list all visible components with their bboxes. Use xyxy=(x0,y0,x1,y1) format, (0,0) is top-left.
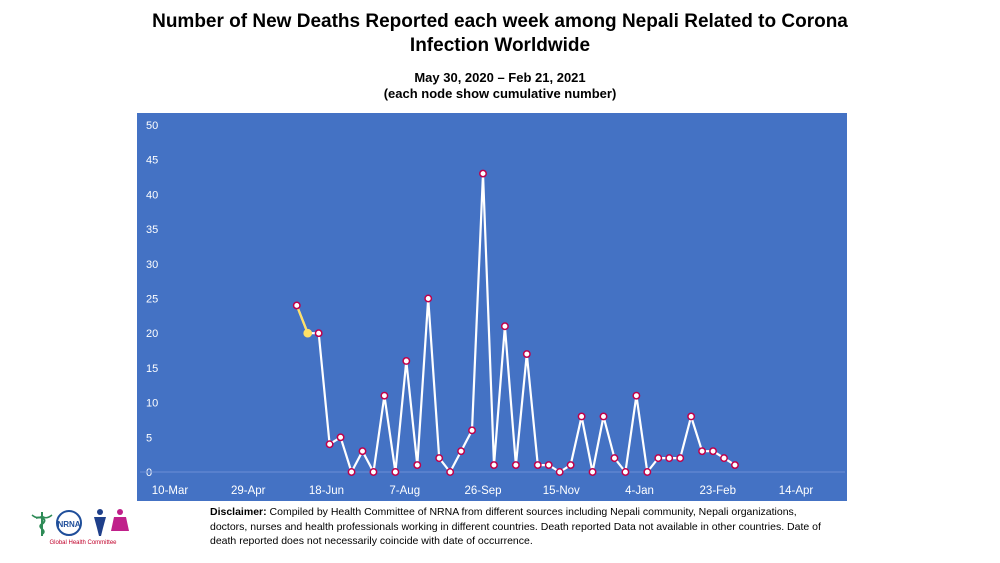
data-point xyxy=(610,454,619,463)
x-tick-label: 26-Sep xyxy=(464,485,501,497)
nrna-logo: NRNA Global Health Committee xyxy=(28,506,138,546)
y-axis: 0 5 10 15 20 25 30 35 40 45 50 xyxy=(146,120,158,479)
data-point xyxy=(314,329,323,338)
y-tick-label: 45 xyxy=(146,155,158,167)
y-tick-label: 35 xyxy=(146,224,158,236)
chart-title-line-1: Number of New Deaths Reported each week … xyxy=(152,11,848,32)
x-tick-label: 29-Apr xyxy=(231,485,266,497)
chart-subtitle: May 30, 2020 – Feb 21, 2021 (each node s… xyxy=(0,70,1000,102)
y-tick-label: 50 xyxy=(146,120,158,132)
data-point xyxy=(511,461,520,470)
data-point xyxy=(457,447,466,456)
data-point xyxy=(555,468,564,476)
y-tick-label: 10 xyxy=(146,398,158,410)
data-point xyxy=(544,461,553,470)
y-tick-label: 20 xyxy=(146,328,158,340)
series-deaths xyxy=(292,169,739,476)
data-point xyxy=(347,468,356,476)
data-point xyxy=(325,440,334,449)
x-tick-label: 23-Feb xyxy=(700,485,736,497)
female-head-icon xyxy=(117,509,123,515)
y-tick-label: 15 xyxy=(146,363,158,375)
x-tick-label: 14-Apr xyxy=(779,485,814,497)
data-point xyxy=(292,301,301,310)
data-point xyxy=(500,322,509,331)
y-tick-label: 5 xyxy=(146,432,152,444)
chart-subtitle-line-2: (each node show cumulative number) xyxy=(383,86,617,101)
data-point xyxy=(643,468,652,476)
disclaimer: Disclaimer: Compiled by Health Committee… xyxy=(210,505,830,549)
data-point xyxy=(588,468,597,476)
nrna-logo-graphic: NRNA Global Health Committee xyxy=(31,509,129,546)
y-tick-label: 25 xyxy=(146,294,158,306)
data-point xyxy=(731,461,739,470)
data-point xyxy=(566,461,575,470)
y-tick-label: 30 xyxy=(146,259,158,271)
chart-title-line-2: Infection Worldwide xyxy=(409,35,591,56)
x-tick-label: 7-Aug xyxy=(389,485,420,497)
data-point xyxy=(665,454,674,463)
data-point xyxy=(424,294,433,303)
data-point xyxy=(709,447,718,456)
chart-title: Number of New Deaths Reported each week … xyxy=(0,10,1000,58)
data-point xyxy=(621,468,630,476)
female-figure-icon xyxy=(111,517,129,531)
disclaimer-text: Compiled by Health Committee of NRNA fro… xyxy=(210,506,821,547)
data-point xyxy=(698,447,707,456)
data-point xyxy=(490,461,498,470)
data-point xyxy=(577,412,586,421)
logo-badge-text: NRNA xyxy=(57,520,80,529)
data-point xyxy=(380,391,389,400)
data-point xyxy=(435,454,444,463)
data-point xyxy=(413,461,422,470)
wings-icon xyxy=(31,514,53,519)
male-figure-icon xyxy=(94,517,106,536)
highlight-segment xyxy=(295,305,309,334)
data-point xyxy=(402,357,411,365)
data-point xyxy=(303,328,313,338)
logo-caption: Global Health Committee xyxy=(49,540,117,546)
y-tick-label: 0 xyxy=(146,467,152,479)
data-point xyxy=(676,454,685,463)
data-point xyxy=(369,468,378,476)
data-point xyxy=(336,433,345,442)
y-tick-label: 40 xyxy=(146,189,158,201)
data-point xyxy=(533,461,542,470)
x-axis: 10-Mar 29-Apr 18-Jun 7-Aug 26-Sep 15-Nov 4-Jan… xyxy=(140,471,845,497)
data-point xyxy=(479,169,487,178)
plot-area xyxy=(137,113,847,501)
disclaimer-label: Disclaimer: xyxy=(210,506,267,518)
data-point xyxy=(632,391,641,400)
data-point xyxy=(687,412,696,421)
caduceus-icon xyxy=(35,512,46,536)
x-tick-label: 18-Jun xyxy=(309,485,344,497)
data-point xyxy=(468,426,476,435)
data-point xyxy=(720,454,728,463)
data-point xyxy=(654,454,663,463)
x-tick-label: 15-Nov xyxy=(543,485,580,497)
data-point xyxy=(358,447,367,456)
x-tick-label: 4-Jan xyxy=(625,485,654,497)
data-point xyxy=(522,350,531,358)
data-point xyxy=(446,468,455,476)
x-tick-label: 10-Mar xyxy=(152,485,189,497)
male-head-icon xyxy=(97,509,103,515)
data-point xyxy=(391,468,400,476)
globe-badge-icon xyxy=(56,510,82,536)
data-point xyxy=(599,412,608,421)
chart-subtitle-line-1: May 30, 2020 – Feb 21, 2021 xyxy=(414,70,586,85)
